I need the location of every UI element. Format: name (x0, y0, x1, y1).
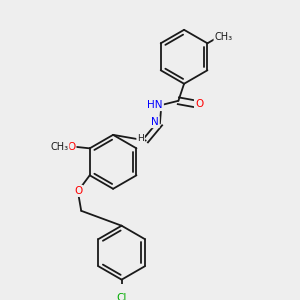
Text: H: H (137, 134, 144, 143)
Text: CH₃: CH₃ (50, 142, 68, 152)
Text: Cl: Cl (116, 292, 127, 300)
Text: N: N (151, 117, 159, 127)
Text: CH₃: CH₃ (214, 32, 233, 42)
Text: O: O (67, 142, 75, 152)
Text: O: O (74, 186, 83, 196)
Text: O: O (195, 99, 203, 109)
Text: HN: HN (147, 100, 163, 110)
